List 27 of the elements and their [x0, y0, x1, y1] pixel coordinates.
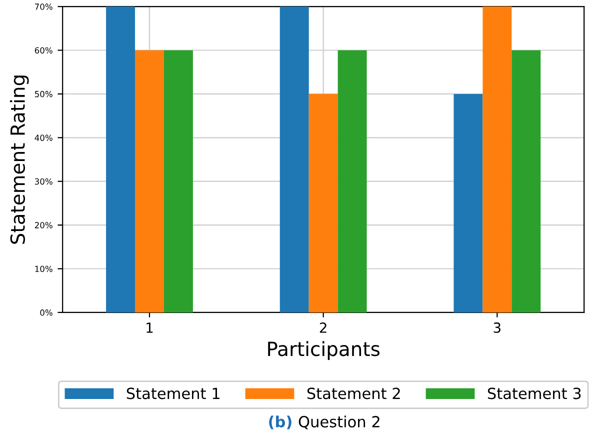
bar	[308, 94, 338, 312]
bar	[512, 50, 541, 312]
x-tick-label: 3	[494, 322, 500, 333]
bar	[106, 6, 136, 312]
y-tick-label: 50%	[34, 90, 52, 98]
x-axis-title: Participants	[268, 341, 380, 360]
bar	[280, 6, 309, 312]
y-axis-title: Statement Rating	[10, 76, 29, 244]
y-tick-label: 30%	[34, 178, 52, 185]
x-tick-label: 1	[146, 322, 153, 333]
text: (b)	[269, 416, 292, 430]
x-tick-label: 2	[320, 322, 326, 333]
legend-label: Statement 3	[488, 388, 581, 400]
bar	[454, 94, 483, 312]
text: Question 2	[298, 416, 380, 430]
y-tick-label: 10%	[35, 266, 52, 272]
bar	[482, 6, 512, 312]
y-tick-label: 20%	[34, 222, 52, 228]
y-tick-label: 40%	[34, 134, 52, 141]
y-tick-label: 70%	[35, 4, 52, 10]
legend-label: Statement 1	[126, 388, 220, 400]
legend-label: Statement 2	[307, 388, 400, 400]
bar	[164, 50, 193, 312]
bar	[338, 50, 367, 312]
y-tick-label: 60%	[34, 47, 52, 54]
bar	[135, 50, 164, 312]
y-tick-label: 0%	[40, 309, 52, 316]
